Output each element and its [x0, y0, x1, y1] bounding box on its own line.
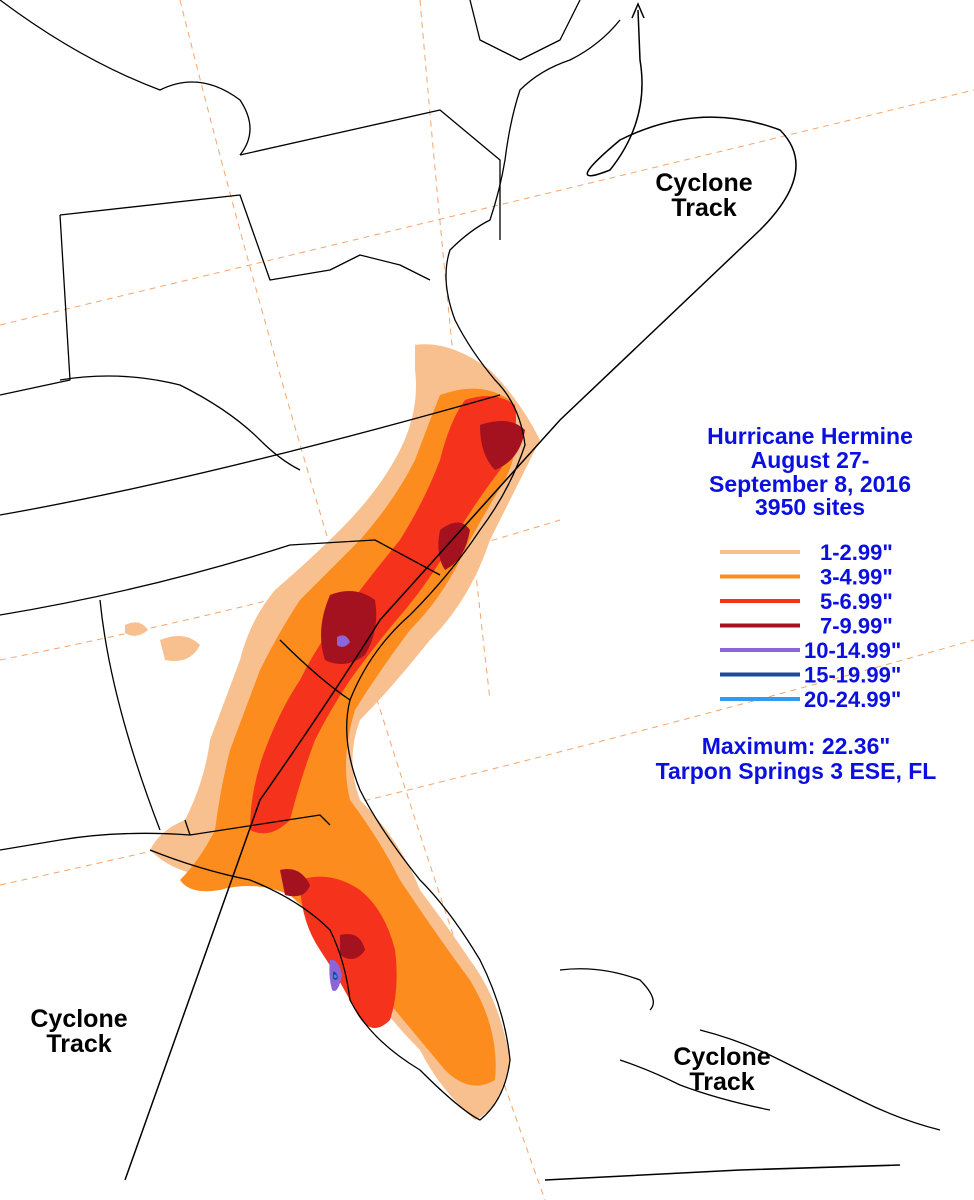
title-line1: Hurricane Hermine — [707, 423, 913, 449]
title-line2: August 27- — [751, 447, 870, 473]
track-label-southeast: Cyclone Track — [673, 1043, 770, 1096]
legend-label: 7-9.99" — [820, 614, 893, 639]
maximum-info: Maximum: 22.36" Tarpon Springs 3 ESE, FL — [656, 733, 937, 784]
track-label-southwest: Cyclone Track — [30, 1005, 127, 1058]
rain-10-15 — [337, 635, 350, 647]
map-title: Hurricane Hermine August 27- September 8… — [707, 423, 913, 520]
track-label-ne-line1: Cyclone — [655, 169, 752, 197]
title-line3: September 8, 2016 — [709, 471, 911, 497]
legend-label: 3-4.99" — [820, 565, 893, 590]
maximum-value: Maximum: 22.36" — [702, 733, 891, 759]
maximum-location: Tarpon Springs 3 ESE, FL — [656, 758, 937, 784]
title-line4: 3950 sites — [755, 494, 865, 520]
cyclone-track — [124, 2, 901, 1181]
legend-label: 5-6.99" — [820, 589, 893, 614]
track-label-northeast: Cyclone Track — [655, 169, 752, 222]
rain-5-7 — [250, 396, 516, 834]
track-label-ne-line2: Track — [671, 194, 736, 222]
track-label-sw-line2: Track — [46, 1030, 111, 1058]
rain-20-25 — [334, 974, 337, 978]
borders — [0, 0, 941, 1131]
track-label-se-line1: Cyclone — [673, 1043, 770, 1071]
legend-label: 20-24.99" — [804, 687, 901, 712]
rain-7-10 — [480, 421, 525, 470]
track-label-se-line2: Track — [689, 1068, 754, 1096]
legend-label: 1-2.99" — [820, 540, 893, 565]
legend-label: 10-14.99" — [804, 638, 901, 663]
legend: 1-2.99"3-4.99"5-6.99"7-9.99"10-14.99"15-… — [720, 540, 901, 712]
track-label-sw-line1: Cyclone — [30, 1005, 127, 1033]
legend-label: 15-19.99" — [804, 663, 901, 688]
